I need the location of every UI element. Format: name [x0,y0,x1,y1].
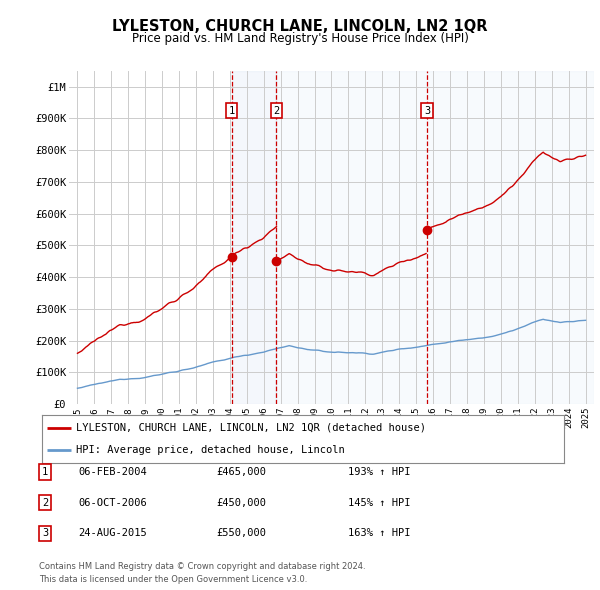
Text: This data is licensed under the Open Government Licence v3.0.: This data is licensed under the Open Gov… [39,575,307,584]
Text: £550,000: £550,000 [216,529,266,538]
Text: Price paid vs. HM Land Registry's House Price Index (HPI): Price paid vs. HM Land Registry's House … [131,32,469,45]
Bar [277,71,594,404]
Text: 3: 3 [424,106,430,116]
Text: Contains HM Land Registry data © Crown copyright and database right 2024.: Contains HM Land Registry data © Crown c… [39,562,365,571]
Text: LYLESTON, CHURCH LANE, LINCOLN, LN2 1QR: LYLESTON, CHURCH LANE, LINCOLN, LN2 1QR [112,19,488,34]
Text: LYLESTON, CHURCH LANE, LINCOLN, LN2 1QR (detached house): LYLESTON, CHURCH LANE, LINCOLN, LN2 1QR … [76,423,426,433]
Text: 06-OCT-2006: 06-OCT-2006 [78,498,147,507]
Text: 2: 2 [274,106,280,116]
Text: 2: 2 [42,498,48,507]
Text: HPI: Average price, detached house, Lincoln: HPI: Average price, detached house, Linc… [76,445,344,455]
Text: £450,000: £450,000 [216,498,266,507]
Text: 163% ↑ HPI: 163% ↑ HPI [348,529,410,538]
Text: £465,000: £465,000 [216,467,266,477]
Text: 3: 3 [42,529,48,538]
Text: 24-AUG-2015: 24-AUG-2015 [78,529,147,538]
Text: 1: 1 [229,106,235,116]
Text: 1: 1 [42,467,48,477]
Text: 193% ↑ HPI: 193% ↑ HPI [348,467,410,477]
Bar [232,71,277,404]
Text: 145% ↑ HPI: 145% ↑ HPI [348,498,410,507]
Text: 06-FEB-2004: 06-FEB-2004 [78,467,147,477]
